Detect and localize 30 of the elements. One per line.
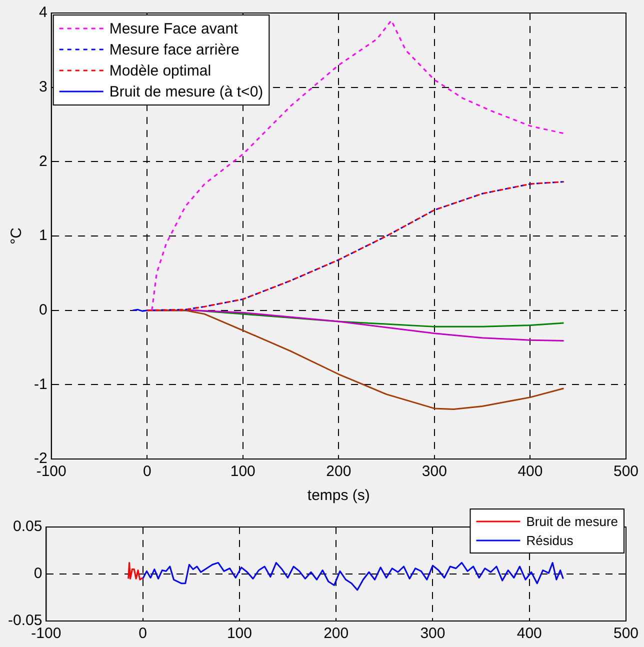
x-tick-label: 0 — [142, 463, 152, 480]
y-tick-label: 0 — [38, 301, 48, 318]
y-tick-label: 3 — [38, 78, 48, 96]
x-axis-title: temps (s) — [307, 487, 370, 504]
x-tick-label: 400 — [518, 463, 543, 480]
y-tick-label: 0.05 — [12, 518, 42, 536]
y-axis-title: °C — [8, 227, 26, 244]
x-tick-label: 400 — [516, 625, 542, 642]
legend-label: Bruit de mesure — [526, 514, 618, 530]
x-tick-label: 100 — [226, 625, 252, 642]
y-tick-label: 1 — [38, 227, 48, 244]
x-tick-label: 200 — [326, 463, 352, 480]
legend-label: Modèle optimal — [109, 62, 212, 80]
x-tick-label: 100 — [230, 463, 256, 480]
x-tick-label: 300 — [422, 463, 447, 480]
x-tick-label: -100 — [31, 625, 62, 642]
legend-label: Résidus — [526, 533, 574, 548]
legend-label: Mesure face arrière — [109, 42, 240, 59]
x-tick-label: -100 — [36, 463, 66, 480]
x-tick-label: 0 — [138, 625, 147, 642]
y-tick-label: 0 — [34, 565, 42, 582]
x-tick-label: 500 — [613, 463, 639, 480]
legend-label: Mesure Face avant — [109, 20, 239, 38]
y-tick-label: 2 — [38, 152, 48, 170]
x-tick-label: 500 — [613, 625, 639, 642]
y-tick-label: -1 — [34, 376, 48, 393]
legend-label: Bruit de mesure (à t<0) — [109, 84, 264, 101]
y-tick-label: 4 — [38, 4, 48, 22]
x-tick-label: 200 — [324, 625, 349, 642]
x-tick-label: 300 — [420, 625, 446, 642]
